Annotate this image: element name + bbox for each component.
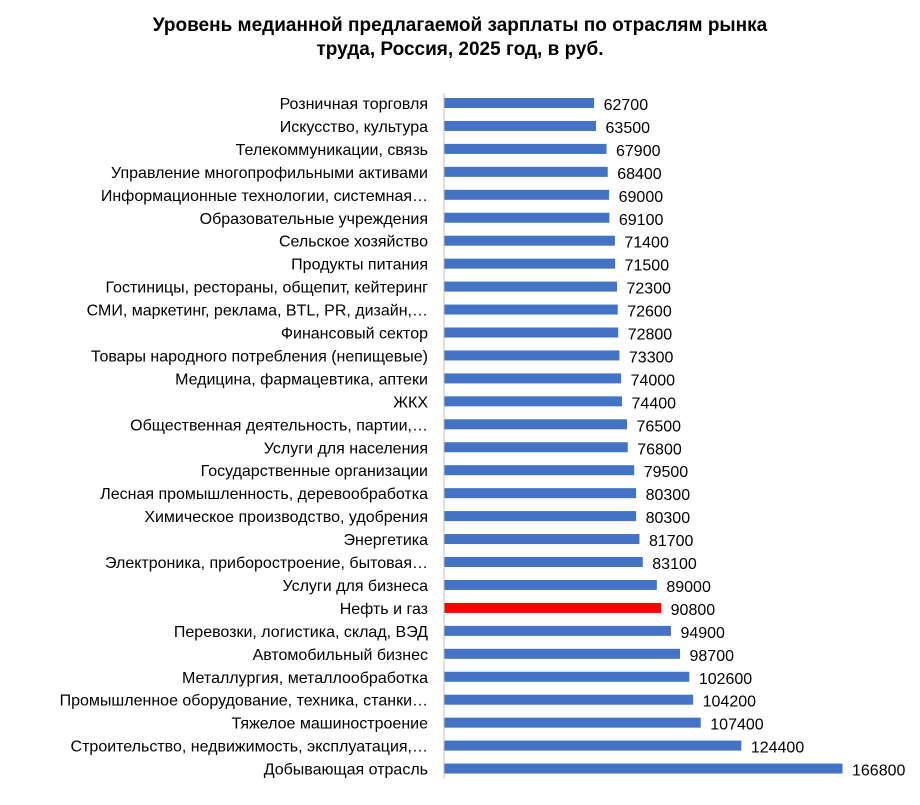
category-label-4: Управление многопрофильными активами <box>111 165 428 182</box>
value-label-17: 79500 <box>644 464 689 481</box>
bar-8 <box>444 258 616 269</box>
value-label-20: 81700 <box>649 533 694 550</box>
bar-10 <box>444 304 618 315</box>
value-label-23: 90800 <box>671 602 716 619</box>
value-label-11: 72800 <box>628 327 673 344</box>
bar-24 <box>444 625 671 636</box>
bar-18 <box>444 488 637 499</box>
bar-25 <box>444 648 681 659</box>
bar-6 <box>444 212 610 223</box>
value-label-13: 74000 <box>631 372 676 389</box>
value-label-15: 76500 <box>637 418 682 435</box>
category-label-12: Товары народного потребления (непищевые) <box>91 348 428 365</box>
bar-12 <box>444 350 620 361</box>
category-label-24: Перевозки, логистика, склад, ВЭД <box>174 624 428 641</box>
bar-22 <box>444 579 657 590</box>
category-label-7: Сельское хозяйство <box>279 234 428 251</box>
category-label-18: Лесная промышленность, деревообработка <box>100 486 428 503</box>
bar-23 <box>444 602 662 613</box>
value-label-5: 69000 <box>619 189 664 206</box>
value-label-14: 74400 <box>632 395 677 412</box>
bar-2 <box>444 120 597 131</box>
category-label-1: Розничная торговля <box>280 96 428 113</box>
bar-15 <box>444 419 628 430</box>
value-label-24: 94900 <box>680 625 725 642</box>
value-label-30: 166800 <box>852 763 905 780</box>
category-label-2: Искусство, культура <box>280 119 428 136</box>
chart-title: Уровень медианной предлагаемой зарплаты … <box>0 14 920 62</box>
category-label-10: СМИ, маркетинг, реклама, BTL, PR, дизайн… <box>87 303 428 320</box>
category-label-6: Образовательные учреждения <box>200 211 428 228</box>
category-label-25: Автомобильный бизнес <box>253 647 428 664</box>
category-label-5: Информационные технологии, системная… <box>101 188 428 205</box>
value-label-16: 76800 <box>637 441 682 458</box>
bar-4 <box>444 166 608 177</box>
category-label-29: Строительство, недвижимость, эксплуатаци… <box>71 739 428 756</box>
value-label-6: 69100 <box>619 212 664 229</box>
value-label-1: 62700 <box>604 97 649 114</box>
bar-19 <box>444 511 637 522</box>
category-label-17: Государственные организации <box>201 463 428 480</box>
value-label-27: 104200 <box>703 694 756 711</box>
category-label-11: Финансовый сектор <box>281 326 428 343</box>
value-label-29: 124400 <box>751 740 804 757</box>
value-label-28: 107400 <box>710 717 763 734</box>
value-label-10: 72600 <box>627 304 672 321</box>
bar-17 <box>444 465 635 476</box>
category-label-14: ЖКХ <box>393 394 428 411</box>
chart-title-line-1: Уровень медианной предлагаемой зарплаты … <box>152 15 768 36</box>
value-label-4: 68400 <box>617 166 662 183</box>
category-label-20: Энергетика <box>344 532 429 549</box>
bar-26 <box>444 671 690 682</box>
category-label-8: Продукты питания <box>291 257 428 274</box>
bar-28 <box>444 717 701 728</box>
category-label-16: Услуги для населения <box>264 440 428 457</box>
bar-27 <box>444 694 694 705</box>
category-label-3: Телекоммуникации, связь <box>236 142 428 159</box>
category-label-9: Гостиницы, рестораны, общепит, кейтеринг <box>105 280 428 297</box>
category-label-26: Металлургия, металлообработка <box>182 670 428 687</box>
value-label-12: 73300 <box>629 349 674 366</box>
bar-29 <box>444 740 742 751</box>
bar-14 <box>444 396 623 407</box>
bar-11 <box>444 327 619 338</box>
bar-1 <box>444 98 595 108</box>
value-label-9: 72300 <box>627 281 672 298</box>
chart-title-line-2: труда, Россия, 2025 год, в руб. <box>316 39 604 60</box>
bar-20 <box>444 534 640 545</box>
value-label-26: 102600 <box>699 671 752 688</box>
bars-group: Розничная торговля 62700 Искусство, культу… <box>60 96 906 780</box>
value-label-21: 83100 <box>652 556 697 573</box>
category-label-19: Химическое производство, удобрения <box>144 509 428 526</box>
bar-21 <box>444 557 643 567</box>
category-label-13: Медицина, фармацевтика, аптеки <box>175 371 428 388</box>
value-label-3: 67900 <box>616 143 661 160</box>
bar-16 <box>444 442 628 453</box>
category-label-23: Нефть и газ <box>340 601 428 618</box>
category-label-27: Промышленное оборудование, техника, стан… <box>60 693 428 710</box>
value-label-18: 80300 <box>646 487 691 504</box>
category-label-15: Общественная деятельность, партии,… <box>130 417 428 434</box>
category-label-21: Электроника, приборостроение, бытовая… <box>105 555 428 572</box>
value-label-7: 71400 <box>624 235 669 252</box>
bar-7 <box>444 235 615 246</box>
bar-9 <box>444 281 618 292</box>
category-label-28: Тяжелое машиностроение <box>232 716 429 733</box>
value-label-22: 89000 <box>666 579 711 596</box>
category-label-22: Услуги для бизнеса <box>283 578 429 595</box>
bar-30 <box>444 763 843 774</box>
bar-13 <box>444 373 622 384</box>
value-label-2: 63500 <box>606 120 651 137</box>
category-label-30: Добывающая отрасль <box>264 762 428 779</box>
bar-3 <box>444 143 607 154</box>
value-label-8: 71500 <box>625 258 670 275</box>
bar-5 <box>444 189 610 200</box>
value-label-25: 98700 <box>690 648 735 665</box>
value-label-19: 80300 <box>646 510 691 527</box>
